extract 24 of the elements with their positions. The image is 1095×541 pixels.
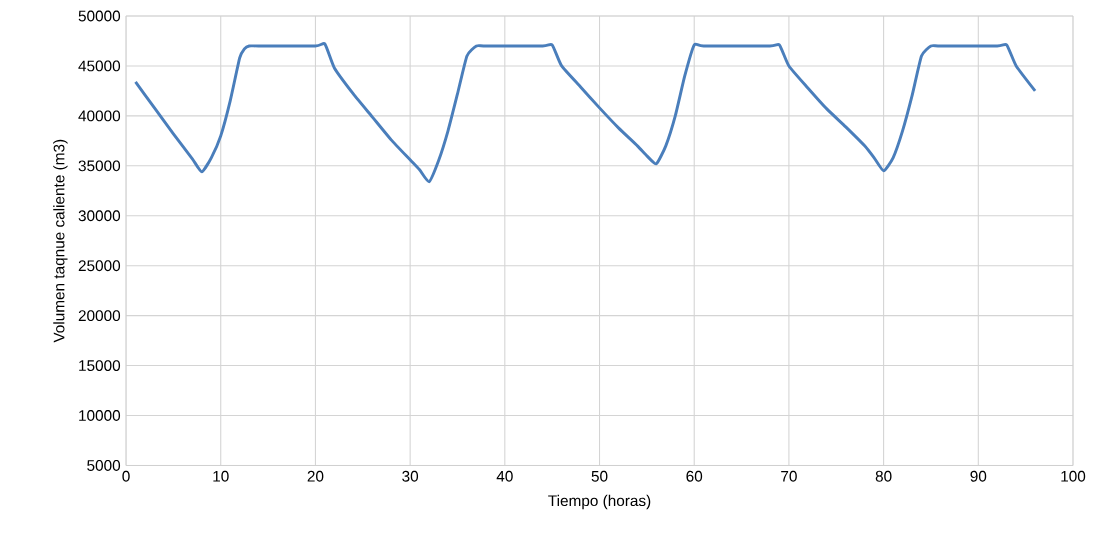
x-axis-title: Tiempo (horas) bbox=[548, 494, 651, 509]
x-tick-label: 30 bbox=[402, 470, 419, 482]
x-tick-label: 60 bbox=[686, 470, 703, 482]
x-tick-label: 20 bbox=[307, 470, 324, 482]
x-tick-label: 0 bbox=[122, 470, 130, 482]
y-tick-label: 25000 bbox=[78, 260, 121, 271]
y-axis-title: Volumen taqnue caliente (m3) bbox=[53, 139, 68, 343]
y-tick-label: 50000 bbox=[78, 10, 121, 22]
x-tick-label: 40 bbox=[496, 470, 513, 482]
y-tick-label: 45000 bbox=[78, 60, 121, 72]
x-tick-label: 50 bbox=[591, 470, 608, 482]
y-tick-label: 35000 bbox=[78, 160, 121, 172]
y-tick-label: 20000 bbox=[78, 309, 121, 321]
x-tick-label: 10 bbox=[213, 470, 229, 482]
y-tick-label: 5000 bbox=[87, 459, 121, 471]
y-tick-label: 30000 bbox=[78, 210, 121, 221]
x-tick-label: 90 bbox=[970, 470, 987, 482]
y-tick-label: 10000 bbox=[79, 409, 121, 421]
x-tick-label: 100 bbox=[1061, 470, 1086, 482]
x-tick-label: 70 bbox=[781, 470, 797, 482]
y-tick-label: 15000 bbox=[79, 359, 121, 371]
x-tick-label: 80 bbox=[875, 470, 892, 482]
y-tick-label: 40000 bbox=[78, 110, 121, 122]
line-series bbox=[134, 42, 1037, 184]
